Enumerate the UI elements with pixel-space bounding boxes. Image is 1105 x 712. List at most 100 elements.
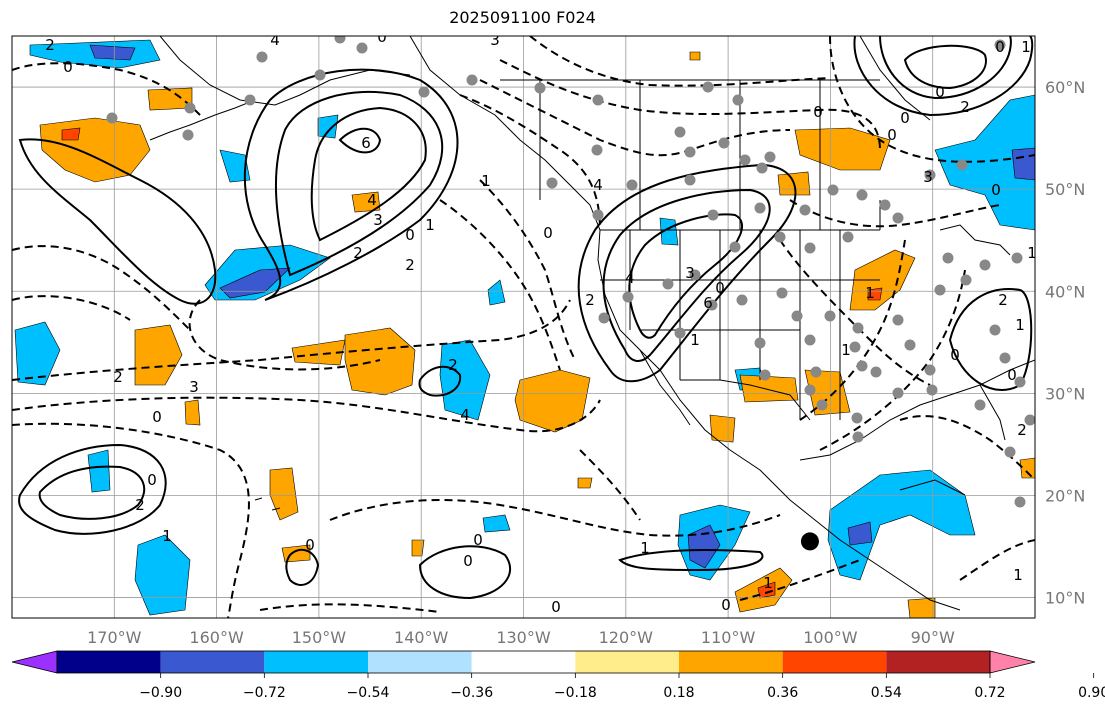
station-marker bbox=[546, 177, 558, 189]
colorbar-tick-label: −0.54 bbox=[347, 685, 390, 701]
latitude-ticks: 10°N 20°N 30°N 40°N 50°N 60°N bbox=[1045, 78, 1085, 608]
negative-contour bbox=[12, 299, 571, 381]
contours-solid bbox=[18, 36, 1034, 600]
station-marker bbox=[810, 366, 822, 378]
contour-label: 2 bbox=[448, 356, 458, 374]
contour-label: 0 bbox=[935, 83, 945, 101]
colorbar-tick-label: −0.72 bbox=[243, 685, 286, 701]
station-marker bbox=[244, 94, 256, 106]
positive-contour bbox=[38, 465, 146, 520]
station-marker bbox=[534, 82, 546, 94]
station-marker bbox=[856, 360, 868, 372]
contour-label: 3 bbox=[490, 31, 500, 49]
negative-anomaly-region bbox=[847, 521, 873, 546]
negative-anomaly-region bbox=[659, 217, 679, 246]
north-america-coastline bbox=[409, 36, 841, 541]
colorbar-tick-label: 0.90 bbox=[1078, 685, 1105, 701]
colorbar-extend-low bbox=[11, 650, 58, 674]
station-marker bbox=[689, 269, 701, 281]
contour-label: 0 bbox=[147, 471, 157, 489]
station-marker bbox=[960, 274, 972, 286]
lat-tick-label: 50°N bbox=[1045, 180, 1085, 199]
positive-anomaly-region bbox=[907, 597, 936, 618]
contour-label: 0 bbox=[813, 103, 823, 121]
station-marker bbox=[849, 341, 861, 353]
station-marker bbox=[754, 337, 766, 349]
contour-label: 1 bbox=[640, 539, 650, 557]
station-marker bbox=[356, 42, 368, 54]
station-marker bbox=[892, 212, 904, 224]
station-marker bbox=[956, 159, 968, 171]
negative-contour bbox=[529, 36, 831, 87]
positive-contour bbox=[853, 36, 1034, 117]
contour-label: 1 bbox=[162, 527, 172, 545]
station-marker bbox=[1004, 446, 1016, 458]
contour-label: 1 bbox=[1021, 38, 1031, 56]
negative-anomaly-region bbox=[219, 267, 291, 299]
colorbar-segment bbox=[160, 651, 265, 673]
station-marker bbox=[718, 137, 730, 149]
colorbar-outline bbox=[56, 650, 991, 674]
colorbar-segment bbox=[679, 651, 783, 673]
colorbar-segment bbox=[57, 651, 161, 673]
contour-label: 2 bbox=[113, 368, 123, 386]
station-marker bbox=[182, 129, 194, 141]
contour-label: 1 bbox=[425, 216, 435, 234]
colorbar-segment bbox=[886, 651, 990, 673]
station-marker bbox=[684, 146, 696, 158]
negative-contour bbox=[829, 36, 1035, 163]
contour-label: 0 bbox=[63, 58, 73, 76]
station-marker bbox=[892, 314, 904, 326]
positive-anomaly-region bbox=[1019, 457, 1035, 479]
station-marker bbox=[739, 154, 751, 166]
contour-label: 2 bbox=[585, 291, 595, 309]
station-marker bbox=[824, 310, 836, 322]
contour-label: 1 bbox=[763, 574, 773, 592]
contour-label: 6 bbox=[703, 294, 713, 312]
negative-contour bbox=[12, 245, 191, 331]
contour-label: 0 bbox=[405, 226, 415, 244]
contour-label: 0 bbox=[887, 126, 897, 144]
negative-contour bbox=[789, 199, 1001, 228]
positive-contour bbox=[18, 443, 167, 535]
lon-tick-label: 170°W bbox=[87, 628, 142, 647]
station-marker bbox=[592, 209, 604, 221]
station-marker bbox=[994, 39, 1006, 51]
contour-label: 3 bbox=[685, 264, 695, 282]
contour-label: 4 bbox=[460, 406, 470, 424]
negative-contour bbox=[12, 62, 201, 116]
positive-contour bbox=[274, 91, 444, 277]
alaska-coastline bbox=[159, 36, 411, 106]
colorbar-segment bbox=[782, 651, 887, 673]
contour-label: 2 bbox=[405, 256, 415, 274]
colorbar-tick-label: −0.18 bbox=[554, 685, 597, 701]
station-marker bbox=[598, 312, 610, 324]
negative-contour bbox=[12, 422, 250, 618]
station-marker bbox=[1024, 414, 1035, 426]
lon-tick-label: 110°W bbox=[701, 628, 756, 647]
station-marker bbox=[729, 241, 741, 253]
station-marker bbox=[776, 287, 788, 299]
contour-label: 0 bbox=[551, 598, 561, 616]
station-marker bbox=[852, 322, 864, 334]
station-marker bbox=[662, 278, 674, 290]
station-marker bbox=[592, 94, 604, 106]
colorbar bbox=[11, 650, 1036, 674]
contour-label: 0 bbox=[152, 408, 162, 426]
contour-label: 3 bbox=[189, 378, 199, 396]
positive-contour bbox=[418, 545, 511, 600]
contours-dashed bbox=[12, 36, 1035, 618]
colorbar-extend-high bbox=[989, 650, 1036, 674]
station-marker bbox=[924, 364, 936, 376]
lat-tick-label: 10°N bbox=[1045, 589, 1085, 608]
negative-contour bbox=[329, 499, 781, 537]
lon-tick-label: 130°W bbox=[496, 628, 551, 647]
positive-anomaly-region bbox=[709, 414, 736, 443]
station-marker bbox=[106, 112, 118, 124]
station-marker bbox=[684, 174, 696, 186]
contour-label: 4 bbox=[270, 31, 280, 49]
contour-label: 0 bbox=[991, 181, 1001, 199]
station-marker bbox=[754, 202, 766, 214]
contour-label: 4 bbox=[593, 176, 603, 194]
